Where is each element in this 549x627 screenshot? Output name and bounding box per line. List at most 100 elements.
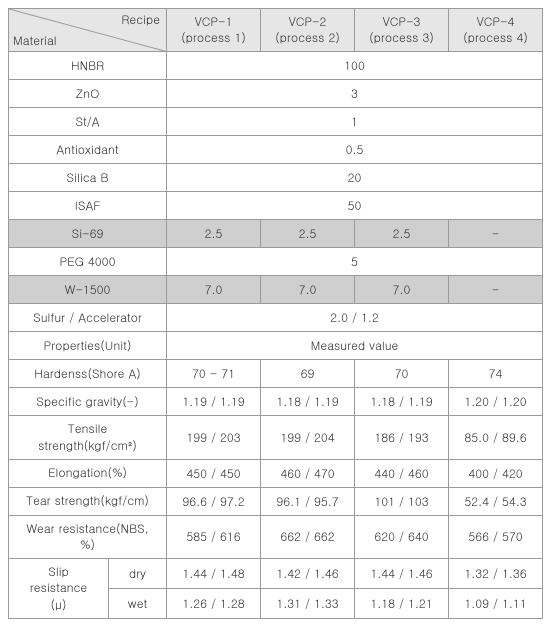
cell: 85.0 / 89.6 bbox=[449, 416, 543, 459]
property-label: Hardenss(Shore A) bbox=[9, 360, 167, 388]
cell: 7.0 bbox=[355, 276, 449, 304]
col-proc: (process 4) bbox=[463, 29, 528, 46]
property-row: Tensilestrength(kgf/cm²)199 / 203199 / 2… bbox=[9, 416, 543, 459]
measured-value-label: Measured value bbox=[167, 332, 543, 360]
cell: 52.4 / 54.3 bbox=[449, 487, 543, 515]
col-proc: (process 2) bbox=[275, 29, 340, 46]
property-label: Specific gravity(-) bbox=[9, 388, 167, 416]
col-id: VCP-3 bbox=[383, 13, 421, 30]
cell: 2.5 bbox=[261, 220, 355, 248]
cell: 7.0 bbox=[167, 276, 261, 304]
cell: 440 / 460 bbox=[355, 459, 449, 487]
properties-unit-label: Properties(Unit) bbox=[9, 332, 167, 360]
cell: 620 / 640 bbox=[355, 515, 449, 558]
cell: 186 / 193 bbox=[355, 416, 449, 459]
cell: - bbox=[449, 220, 543, 248]
material-label: Sulfur / Accelerator bbox=[9, 304, 167, 332]
property-label: Elongation(%) bbox=[9, 459, 167, 487]
recipe-row: ZnO3 bbox=[9, 80, 543, 108]
col-header-2: VCP-2 (process 2) bbox=[261, 9, 355, 52]
col-proc: (process 1) bbox=[181, 29, 246, 46]
cell: 460 / 470 bbox=[261, 459, 355, 487]
material-label: Silica B bbox=[9, 164, 167, 192]
property-row: Elongation(%)450 / 450460 / 470440 / 460… bbox=[9, 459, 543, 487]
cell: 1.19 / 1.19 bbox=[167, 388, 261, 416]
cell: 2.5 bbox=[167, 220, 261, 248]
property-label: Wear resistance(NBS,%) bbox=[9, 515, 167, 558]
cell: 1.44 / 1.46 bbox=[355, 559, 449, 589]
corner-cell: Recipe Material bbox=[9, 9, 167, 52]
cell: 566 / 570 bbox=[449, 515, 543, 558]
span-value: 5 bbox=[167, 248, 543, 276]
material-label: ZnO bbox=[9, 80, 167, 108]
recipe-row: PEG 40005 bbox=[9, 248, 543, 276]
cell: 1.18 / 1.19 bbox=[355, 388, 449, 416]
cell: 69 bbox=[261, 360, 355, 388]
cell: 1.18 / 1.19 bbox=[261, 388, 355, 416]
cell: 96.6 / 97.2 bbox=[167, 487, 261, 515]
recipe-row: Silica B20 bbox=[9, 164, 543, 192]
material-label: ISAF bbox=[9, 192, 167, 220]
cell: 662 / 662 bbox=[261, 515, 355, 558]
material-label: Si-69 bbox=[9, 220, 167, 248]
corner-bottom-label: Material bbox=[13, 32, 57, 49]
span-value: 0.5 bbox=[167, 136, 543, 164]
cell: 70 - 71 bbox=[167, 360, 261, 388]
cell: 1.31 / 1.33 bbox=[261, 588, 355, 618]
cell: 585 / 616 bbox=[167, 515, 261, 558]
property-label: Tear strength(kgf/cm) bbox=[9, 487, 167, 515]
material-label: HNBR bbox=[9, 52, 167, 80]
cell: 1.32 / 1.36 bbox=[449, 559, 543, 589]
material-label: PEG 4000 bbox=[9, 248, 167, 276]
span-value: 2.0 / 1.2 bbox=[167, 304, 543, 332]
header-row: Recipe Material VCP-1 (process 1) VCP-2 … bbox=[9, 9, 543, 52]
cell: 96.1 / 95.7 bbox=[261, 487, 355, 515]
slip-row-dry: Slipresistance(μ) dry 1.44 / 1.48 1.42 /… bbox=[9, 559, 543, 589]
property-row: Hardenss(Shore A)70 - 71697074 bbox=[9, 360, 543, 388]
span-value: 20 bbox=[167, 164, 543, 192]
material-recipe-table: Recipe Material VCP-1 (process 1) VCP-2 … bbox=[8, 8, 543, 619]
cell: 1.18 / 1.21 bbox=[355, 588, 449, 618]
property-row: Tear strength(kgf/cm)96.6 / 97.296.1 / 9… bbox=[9, 487, 543, 515]
span-value: 100 bbox=[167, 52, 543, 80]
col-id: VCP-1 bbox=[195, 13, 233, 30]
recipe-row: Antioxidant0.5 bbox=[9, 136, 543, 164]
recipe-row: Si-692.52.52.5- bbox=[9, 220, 543, 248]
slip-cond-wet: wet bbox=[109, 588, 167, 618]
span-value: 50 bbox=[167, 192, 543, 220]
cell: 2.5 bbox=[355, 220, 449, 248]
cell: 199 / 204 bbox=[261, 416, 355, 459]
property-row: Specific gravity(-)1.19 / 1.191.18 / 1.1… bbox=[9, 388, 543, 416]
col-id: VCP-2 bbox=[289, 13, 327, 30]
slip-group-label: Slipresistance(μ) bbox=[9, 559, 109, 619]
cell: 400 / 420 bbox=[449, 459, 543, 487]
cell: 101 / 103 bbox=[355, 487, 449, 515]
span-value: 3 bbox=[167, 80, 543, 108]
cell: 1.42 / 1.46 bbox=[261, 559, 355, 589]
col-header-4: VCP-4 (process 4) bbox=[449, 9, 543, 52]
recipe-row: ISAF50 bbox=[9, 192, 543, 220]
col-id: VCP-4 bbox=[477, 13, 515, 30]
property-label: Tensilestrength(kgf/cm²) bbox=[9, 416, 167, 459]
cell: - bbox=[449, 276, 543, 304]
col-header-1: VCP-1 (process 1) bbox=[167, 9, 261, 52]
properties-header-row: Properties(Unit) Measured value bbox=[9, 332, 543, 360]
col-proc: (process 3) bbox=[369, 29, 434, 46]
recipe-row: St/A1 bbox=[9, 108, 543, 136]
cell: 1.44 / 1.48 bbox=[167, 559, 261, 589]
cell: 450 / 450 bbox=[167, 459, 261, 487]
col-header-3: VCP-3 (process 3) bbox=[355, 9, 449, 52]
cell: 1.09 / 1.11 bbox=[449, 588, 543, 618]
recipe-row: HNBR100 bbox=[9, 52, 543, 80]
material-label: Antioxidant bbox=[9, 136, 167, 164]
cell: 1.20 / 1.20 bbox=[449, 388, 543, 416]
cell: 70 bbox=[355, 360, 449, 388]
corner-top-label: Recipe bbox=[121, 11, 160, 28]
material-label: St/A bbox=[9, 108, 167, 136]
recipe-row: W-15007.07.07.0- bbox=[9, 276, 543, 304]
cell: 74 bbox=[449, 360, 543, 388]
recipe-row: Sulfur / Accelerator2.0 / 1.2 bbox=[9, 304, 543, 332]
cell: 1.26 / 1.28 bbox=[167, 588, 261, 618]
cell: 199 / 203 bbox=[167, 416, 261, 459]
cell: 7.0 bbox=[261, 276, 355, 304]
